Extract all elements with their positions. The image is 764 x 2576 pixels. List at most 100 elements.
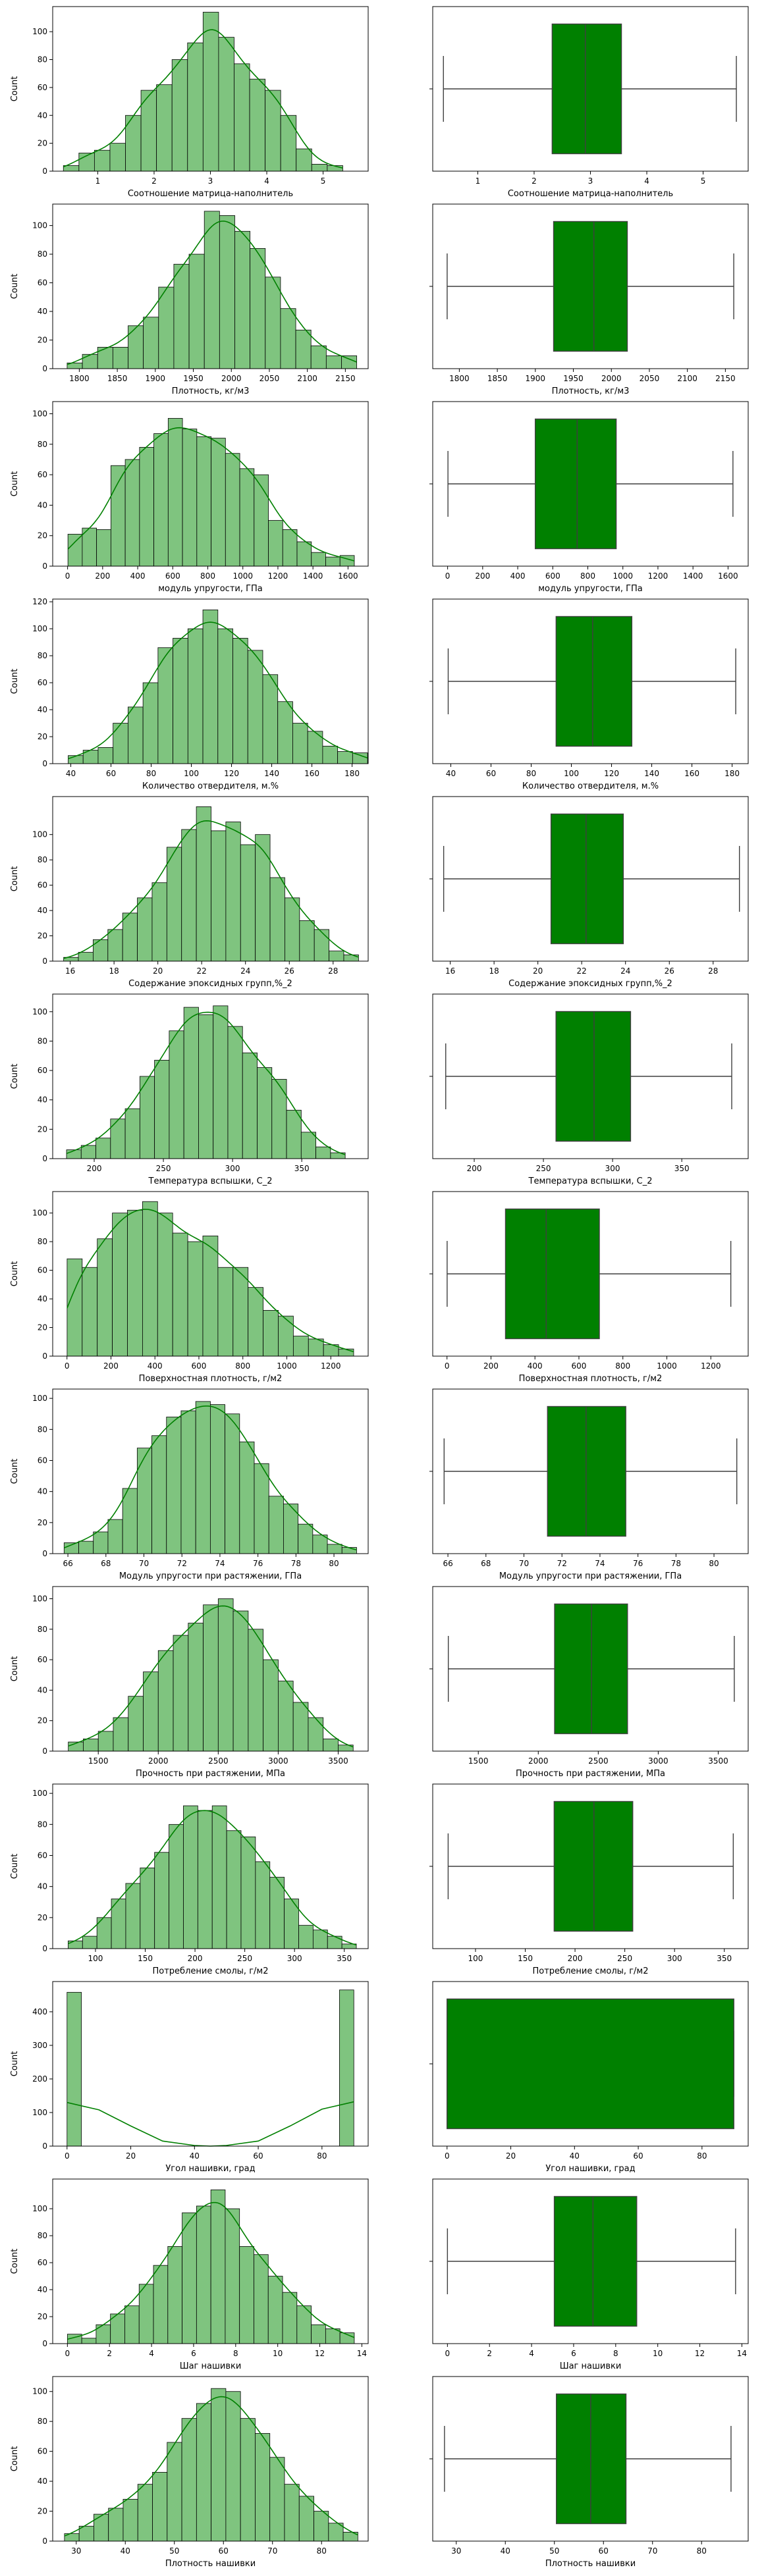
- histogram-bar: [226, 1830, 242, 1949]
- histogram-bar: [167, 418, 183, 567]
- x-tick-label: 10: [653, 2349, 663, 2358]
- iqr-box: [547, 1406, 626, 1537]
- y-tick-label: 20: [38, 732, 47, 741]
- x-tick-label: 800: [615, 1361, 630, 1371]
- x-tick-label: 40: [190, 2151, 200, 2161]
- histogram-bar: [183, 1007, 199, 1159]
- histogram-bar: [173, 263, 190, 369]
- histogram-bar: [239, 1441, 255, 1554]
- x-tick-label: 24: [620, 966, 630, 976]
- y-tick-label: 60: [38, 881, 47, 890]
- x-tick-label: 60: [253, 2151, 263, 2161]
- histogram-bar: [83, 1739, 99, 1752]
- y-tick-label: 0: [42, 759, 47, 768]
- histogram-panel: 0 20 40 60 80 100 100 150 200 250 300 350 Потреблени…: [10, 1783, 369, 1976]
- histogram-bar: [158, 286, 175, 369]
- histogram-bar: [292, 1702, 309, 1752]
- histogram-bar: [93, 1531, 109, 1554]
- x-tick-label: 3: [588, 176, 593, 186]
- histogram-bar: [143, 1671, 159, 1752]
- histogram-bar: [225, 453, 240, 567]
- x-tick-label: 2050: [259, 374, 280, 383]
- x-tick-label: 400: [528, 1361, 543, 1371]
- histogram-bar: [197, 1810, 213, 1949]
- y-axis-label: Count: [10, 1656, 20, 1682]
- x-axis-label: Шаг нашивки: [180, 2361, 242, 2371]
- y-tick-label: 100: [32, 1007, 47, 1016]
- histogram-panel: 0 20 40 60 80 100 200 250 300 350 Температура вспы…: [10, 993, 369, 1186]
- y-tick-label: 80: [38, 2417, 47, 2426]
- x-tick-label: 18: [109, 966, 119, 976]
- y-tick-label: 400: [32, 2007, 47, 2016]
- histogram-bar: [282, 2292, 298, 2344]
- x-tick-label: 200: [87, 1164, 102, 1173]
- x-tick-label: 1850: [487, 374, 508, 383]
- histogram-bar: [312, 1535, 328, 1554]
- x-axis-label: Содержание эпоксидных групп,%_2: [508, 979, 672, 989]
- y-tick-label: 80: [38, 55, 47, 65]
- histogram-bar: [250, 248, 266, 369]
- x-tick-label: 18: [489, 966, 499, 976]
- histogram-bar: [338, 1348, 354, 1357]
- histogram-bar: [225, 1413, 240, 1554]
- iqr-box: [553, 2195, 638, 2327]
- x-tick-label: 6: [571, 2349, 576, 2358]
- x-tick-label: 160: [684, 769, 699, 778]
- y-tick-label: 80: [38, 1237, 47, 1246]
- x-axis-label: Модуль упругости при растяжении, ГПа: [499, 1571, 682, 1581]
- x-tick-label: 60: [486, 769, 496, 778]
- iqr-box: [553, 1801, 634, 1932]
- x-axis-label: Количество отвердителя, м.%: [522, 781, 659, 791]
- histogram-bar: [278, 1315, 294, 1357]
- histogram-panel: 0 20 40 60 80 100 1800 1850 1900 1950 2000 2050 2100…: [10, 203, 369, 396]
- histogram-bar: [232, 1267, 249, 1357]
- y-tick-label: 20: [38, 139, 47, 148]
- x-tick-label: 1500: [468, 1756, 489, 1766]
- histogram-bar: [210, 2189, 226, 2344]
- histogram-bar: [97, 747, 114, 764]
- histogram-bar: [181, 2418, 197, 2542]
- x-tick-label: 1: [476, 176, 481, 186]
- histogram-bar: [166, 847, 182, 962]
- axes-frame: [52, 598, 369, 764]
- histogram-bar: [211, 438, 226, 567]
- y-tick-label: 40: [38, 307, 47, 316]
- x-tick-label: 1900: [146, 374, 166, 383]
- histogram-bar: [82, 527, 97, 567]
- boxplot-panel: 1800 1850 1900 1950 2000 2050 2100 2150 Плотност…: [429, 203, 749, 396]
- x-axis-label: Шаг нашивки: [560, 2361, 622, 2371]
- histogram-bar: [267, 2276, 283, 2344]
- x-tick-label: 70: [267, 2546, 277, 2556]
- histogram-bar: [211, 2388, 227, 2542]
- histogram-bar: [68, 1940, 83, 1949]
- x-tick-label: 1200: [321, 1361, 341, 1371]
- histogram-bar: [107, 929, 123, 962]
- x-tick-label: 20: [533, 966, 543, 976]
- histogram-bar: [209, 1404, 225, 1554]
- histogram-bar: [352, 752, 368, 764]
- histogram-bar: [247, 650, 263, 764]
- iqr-box: [550, 813, 624, 945]
- histogram-bar: [196, 806, 211, 962]
- x-tick-label: 180: [344, 769, 360, 778]
- x-tick-label: 70: [647, 2546, 657, 2556]
- y-tick-label: 40: [38, 1487, 47, 1496]
- x-tick-label: 40: [121, 2546, 130, 2556]
- x-tick-label: 0: [65, 2349, 70, 2358]
- x-tick-label: 14: [737, 2349, 747, 2358]
- histogram-bar: [187, 42, 204, 172]
- histogram-bar: [180, 1410, 196, 1554]
- x-axis-label: Количество отвердителя, м.%: [142, 781, 279, 791]
- x-axis-label: Потребление смолы, г/м2: [533, 1966, 649, 1976]
- kde-line: [66, 1011, 346, 1155]
- x-axis-label: Плотность, кг/м3: [552, 386, 630, 396]
- histogram-bar: [217, 1598, 234, 1752]
- histogram-panel: 0 20 40 60 80 100 66 68 70 72 74 76 78 80 Модуль упруг…: [10, 1388, 369, 1581]
- x-axis-label: Плотность, кг/м3: [172, 386, 250, 396]
- y-axis-label: Count: [10, 866, 20, 892]
- histogram-bar: [255, 1861, 271, 1949]
- histogram-bar: [169, 1030, 184, 1159]
- x-tick-label: 72: [557, 1559, 567, 1568]
- x-tick-label: 3500: [708, 1756, 728, 1766]
